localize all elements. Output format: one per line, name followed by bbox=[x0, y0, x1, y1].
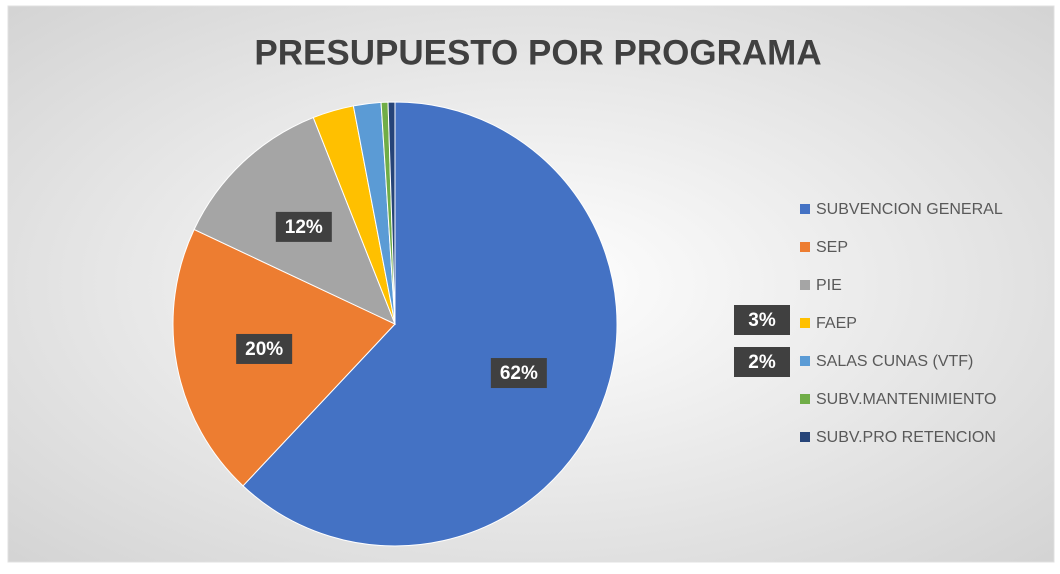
legend-swatch bbox=[800, 204, 810, 214]
data-label: 62% bbox=[500, 363, 538, 384]
legend-swatch bbox=[800, 242, 810, 252]
data-label-box bbox=[490, 358, 547, 389]
legend-swatch bbox=[800, 318, 810, 328]
data-label-box bbox=[734, 305, 790, 335]
legend-label: SUBV.PRO RETENCION bbox=[816, 429, 996, 446]
data-label: 2% bbox=[748, 352, 776, 373]
legend-swatch bbox=[800, 280, 810, 290]
data-label: 12% bbox=[285, 217, 323, 238]
legend-label: SEP bbox=[816, 239, 848, 256]
legend-swatch bbox=[800, 394, 810, 404]
data-label-box bbox=[734, 347, 790, 377]
legend-swatch bbox=[800, 356, 810, 366]
legend-label: SUBVENCION GENERAL bbox=[816, 201, 1003, 218]
pie-slice bbox=[387, 101, 396, 325]
pie-slice bbox=[242, 101, 618, 547]
legend-label: SUBV.MANTENIMIENTO bbox=[816, 391, 996, 408]
legend-swatch bbox=[800, 432, 810, 442]
chart-title: PRESUPUESTO POR PROGRAMA bbox=[254, 33, 821, 72]
data-label: 3% bbox=[748, 310, 776, 331]
legend-label: PIE bbox=[816, 277, 842, 294]
legend-label: SALAS CUNAS (VTF) bbox=[816, 353, 973, 370]
legend-label: FAEP bbox=[816, 315, 857, 332]
data-label: 20% bbox=[245, 339, 283, 360]
data-label-box bbox=[236, 333, 293, 364]
data-label-box bbox=[275, 211, 332, 242]
